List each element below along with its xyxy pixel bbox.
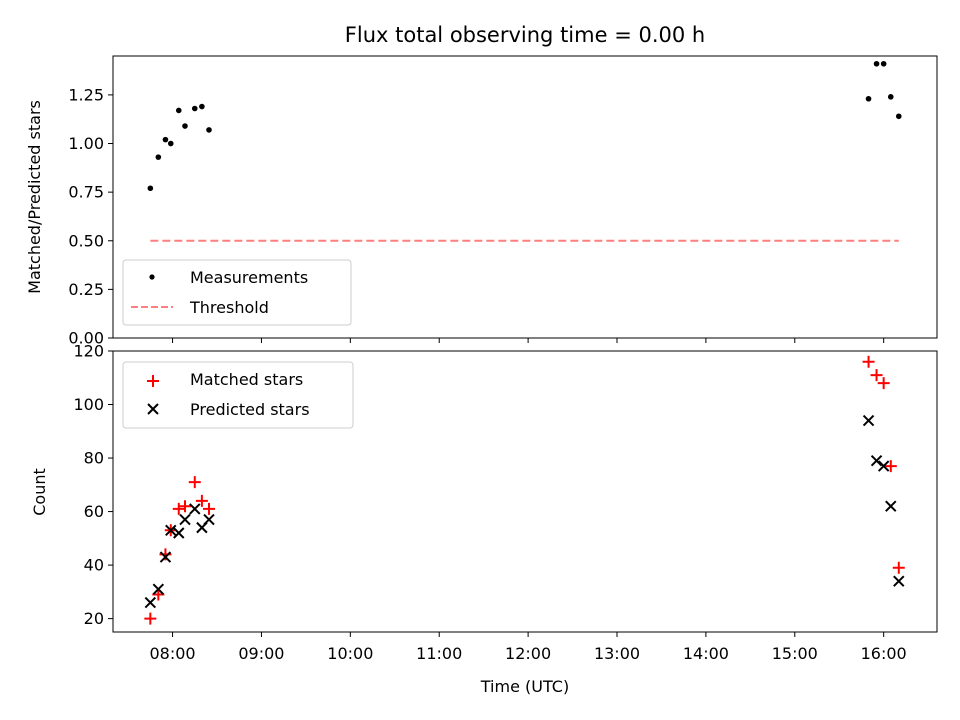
measurement-point (191, 105, 198, 112)
matched-star-point (892, 561, 905, 574)
xtick-label: 09:00 (238, 644, 284, 663)
legend-predicted-marker (147, 403, 159, 415)
legend-measurements-label: Measurements (190, 268, 308, 287)
top-ytick-label: 1.00 (68, 134, 104, 153)
predicted-star-point (203, 513, 215, 526)
xtick-label: 13:00 (594, 644, 640, 663)
bottom-legend-box (122, 361, 354, 429)
xtick-label: 15:00 (772, 644, 818, 663)
bottom-ytick-label: 60 (84, 502, 104, 521)
measurement-point (206, 127, 212, 133)
matched-star-point (203, 502, 215, 515)
predicted-star-point (144, 596, 157, 609)
top-ytick-label: 1.25 (68, 85, 104, 104)
matched-star-point (877, 377, 890, 390)
measurement-point (175, 107, 182, 114)
measurement-point (895, 113, 902, 120)
matched-star-point (884, 460, 897, 473)
bottom-plot-frame (112, 350, 938, 633)
legend-measurements-marker (149, 274, 155, 280)
bottom-ytick-label: 20 (84, 609, 104, 628)
top-legend-box (122, 259, 352, 326)
bottom-ytick-label: 40 (84, 556, 104, 575)
x-axis-label: Time (UTC) (480, 677, 569, 696)
matched-star-point (195, 494, 208, 507)
matched-star-point (144, 612, 157, 625)
bottom-ytick-label: 120 (73, 342, 104, 361)
matched-star-point (172, 502, 185, 515)
chart-title: Flux total observing time = 0.00 h (345, 23, 705, 47)
top-plot-frame (112, 55, 938, 339)
matched-star-point (862, 355, 875, 368)
top-ytick-label: 0.25 (68, 280, 104, 299)
xtick-label: 11:00 (416, 644, 462, 663)
xtick-label: 16:00 (861, 644, 907, 663)
measurement-point (162, 136, 169, 143)
matched-star-point (188, 476, 201, 489)
top-ytick-label: 0.00 (68, 329, 104, 348)
predicted-star-point (862, 414, 875, 427)
predicted-star-point (173, 527, 185, 539)
legend-matched-label: Matched stars (190, 370, 303, 389)
measurement-point (182, 123, 188, 129)
measurement-point (880, 60, 887, 67)
measurement-point (887, 94, 894, 100)
predicted-star-point (152, 583, 165, 595)
predicted-star-point (165, 524, 177, 537)
xtick-label: 12:00 (505, 644, 551, 663)
top-ytick-label: 0.50 (68, 231, 104, 250)
bottom-legend: Matched stars Predicted stars (122, 361, 354, 429)
top-y-axis-label: Matched/Predicted stars (25, 100, 44, 294)
predicted-star-point (877, 460, 890, 472)
matched-star-point (870, 369, 883, 382)
top-panel: 0.00 0.25 0.50 0.75 1.00 1.25 (68, 55, 938, 348)
predicted-star-point (159, 551, 172, 563)
top-legend: Measurements Threshold (122, 259, 352, 326)
bottom-ytick-label: 80 (84, 449, 104, 468)
measurement-point (865, 95, 872, 102)
legend-threshold-label: Threshold (189, 298, 269, 317)
bottom-ytick-label: 100 (73, 395, 104, 414)
measurement-point (155, 154, 162, 160)
measurement-point (199, 103, 205, 110)
predicted-star-point (893, 575, 905, 587)
predicted-star-point (870, 455, 883, 467)
measurement-point (167, 140, 174, 147)
top-ytick-label: 0.75 (68, 183, 104, 202)
bottom-y-axis-label: Count (30, 468, 49, 516)
xtick-label: 08:00 (150, 644, 196, 663)
measurement-point (873, 60, 880, 67)
predicted-star-point (885, 500, 897, 512)
xtick-label: 14:00 (683, 644, 729, 663)
measurement-point (147, 185, 154, 192)
predicted-star-point (189, 503, 201, 515)
legend-matched-marker (147, 375, 159, 387)
matched-star-point (179, 500, 191, 513)
xtick-label: 10:00 (327, 644, 373, 663)
predicted-star-point (179, 513, 191, 526)
bottom-panel: 20 40 60 80 100 120 08:00 09:00 10:00 11:00 12:00 1… (73, 342, 938, 663)
legend-predicted-label: Predicted stars (190, 400, 310, 419)
